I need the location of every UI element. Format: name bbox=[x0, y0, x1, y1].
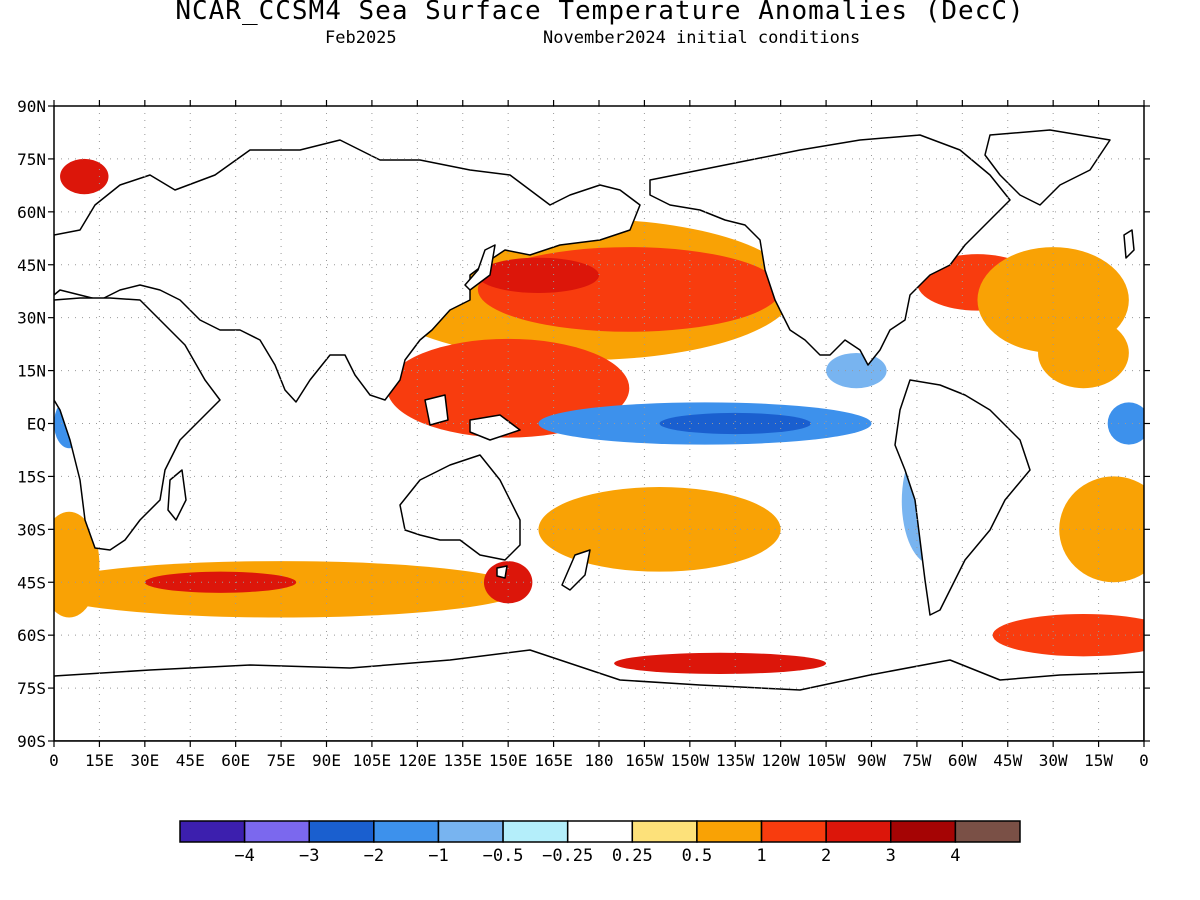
lon-tick-label: 165W bbox=[625, 751, 664, 770]
colorbar-swatch bbox=[760, 820, 827, 843]
colorbar-swatch bbox=[696, 820, 763, 843]
lon-tick-label: 105W bbox=[807, 751, 846, 770]
colorbar-swatch bbox=[954, 820, 1021, 843]
lat-tick-label: 75S bbox=[17, 679, 46, 698]
lat-tick-label: 90N bbox=[17, 97, 46, 116]
madagascar-land bbox=[167, 469, 187, 521]
colorbar-label: −2 bbox=[364, 846, 384, 866]
lon-tick-label: 60W bbox=[948, 751, 977, 770]
lat-tick-label: 15N bbox=[17, 362, 46, 381]
colorbar-swatch bbox=[631, 820, 698, 843]
colorbar-swatch bbox=[890, 820, 957, 843]
africa-land bbox=[54, 297, 221, 551]
anomaly-region bbox=[614, 652, 827, 674]
lat-tick-label: 15S bbox=[17, 467, 46, 486]
lon-tick-label: 90E bbox=[312, 751, 341, 770]
lon-tick-label: 45E bbox=[176, 751, 205, 770]
colorbar-swatch bbox=[566, 820, 634, 843]
lon-tick-label: 90W bbox=[857, 751, 886, 770]
anomaly-region bbox=[826, 352, 887, 389]
lat-tick-label: 30N bbox=[17, 309, 46, 328]
newzealand-land bbox=[561, 549, 591, 591]
axis-ticks bbox=[48, 100, 1150, 747]
colorbar-label: −0.25 bbox=[542, 846, 593, 866]
colorbar-swatch bbox=[373, 820, 440, 843]
anomaly-region bbox=[992, 614, 1144, 657]
north-america-land bbox=[649, 134, 1011, 366]
lon-tick-label: 165E bbox=[534, 751, 573, 770]
colorbar-swatch bbox=[179, 820, 246, 843]
lat-tick-label: EQ bbox=[27, 415, 46, 434]
colorbar-label: −4 bbox=[234, 846, 254, 866]
colorbar-swatch bbox=[825, 820, 892, 843]
colorbar-label: −0.5 bbox=[483, 846, 524, 866]
eurasia-land bbox=[54, 139, 641, 403]
antarctica-land bbox=[54, 649, 1144, 741]
lat-tick-label: 45S bbox=[17, 573, 46, 592]
lat-tick-label: 60N bbox=[17, 203, 46, 222]
colorbar-label: 4 bbox=[950, 846, 960, 866]
lat-tick-label: 60S bbox=[17, 626, 46, 645]
colorbar-swatch bbox=[308, 820, 375, 843]
lon-tick-label: 0 bbox=[49, 751, 59, 770]
colorbar-label: 0.5 bbox=[682, 846, 713, 866]
anomaly-region bbox=[60, 158, 109, 195]
colorbar-label: 2 bbox=[821, 846, 831, 866]
lon-tick-label: 120E bbox=[398, 751, 437, 770]
lon-tick-label: 30E bbox=[130, 751, 159, 770]
australia-land bbox=[399, 454, 521, 561]
lon-tick-label: 0 bbox=[1139, 751, 1149, 770]
lon-tick-label: 75E bbox=[267, 751, 296, 770]
anomaly-region bbox=[538, 486, 781, 572]
lon-tick-label: 75W bbox=[902, 751, 931, 770]
graticule bbox=[54, 106, 1144, 741]
lon-tick-label: 60E bbox=[221, 751, 250, 770]
anomaly-region bbox=[659, 412, 811, 435]
lat-tick-label: 75N bbox=[17, 150, 46, 169]
lon-tick-label: 120W bbox=[761, 751, 800, 770]
south-america-land bbox=[894, 379, 1031, 616]
lon-tick-label: 180 bbox=[585, 751, 614, 770]
latitude-labels: 90N 75N 60N 45N 30N 15N EQ 15S 30S 45S 60S 75S 90S bbox=[17, 97, 46, 751]
lon-tick-label: 15W bbox=[1084, 751, 1113, 770]
colorbar-label: −1 bbox=[428, 846, 448, 866]
lon-tick-label: 150E bbox=[489, 751, 528, 770]
lon-tick-label: 135W bbox=[716, 751, 755, 770]
lon-tick-label: 45W bbox=[993, 751, 1022, 770]
lon-tick-label: 30W bbox=[1039, 751, 1068, 770]
anomaly-region bbox=[477, 257, 599, 293]
lon-tick-label: 150W bbox=[671, 751, 710, 770]
britain-land bbox=[1123, 229, 1135, 259]
continents bbox=[54, 129, 1144, 741]
borneo-land bbox=[424, 394, 449, 426]
map-title: NCAR_CCSM4 Sea Surface Temperature Anoma… bbox=[175, 0, 1025, 26]
valid-period: Feb2025 bbox=[325, 28, 397, 48]
anomaly-region bbox=[54, 511, 100, 618]
lat-tick-label: 90S bbox=[17, 732, 46, 751]
colorbar: −4 −3 −2 −1 −0.5 −0.25 0.25 0.5 1 2 3 4 bbox=[179, 820, 1021, 866]
colorbar-swatch bbox=[243, 820, 310, 843]
japan-land bbox=[464, 244, 496, 291]
colorbar-swatch bbox=[437, 820, 504, 843]
anomaly-region bbox=[144, 571, 297, 593]
tasmania-land bbox=[496, 565, 508, 579]
colorbar-label: −3 bbox=[299, 846, 319, 866]
colorbar-label: 3 bbox=[886, 846, 896, 866]
longitude-labels: 0 15E 30E 45E 60E 75E 90E 105E 120E 135E 150E 165E 1… bbox=[49, 751, 1149, 770]
lon-tick-label: 15E bbox=[85, 751, 114, 770]
anomaly-region bbox=[1038, 317, 1129, 389]
anomaly-field bbox=[54, 158, 1144, 674]
init-conditions: November2024 initial conditions bbox=[543, 28, 861, 48]
lon-tick-label: 105E bbox=[353, 751, 392, 770]
greenland-land bbox=[984, 129, 1111, 206]
colorbar-swatch bbox=[502, 820, 569, 843]
lon-tick-label: 135E bbox=[443, 751, 482, 770]
colorbar-label: 0.25 bbox=[612, 846, 653, 866]
anomaly-region bbox=[1059, 476, 1144, 583]
colorbar-label: 1 bbox=[756, 846, 766, 866]
lat-tick-label: 45N bbox=[17, 256, 46, 275]
lat-tick-label: 30S bbox=[17, 520, 46, 539]
newguinea-land bbox=[469, 414, 521, 441]
